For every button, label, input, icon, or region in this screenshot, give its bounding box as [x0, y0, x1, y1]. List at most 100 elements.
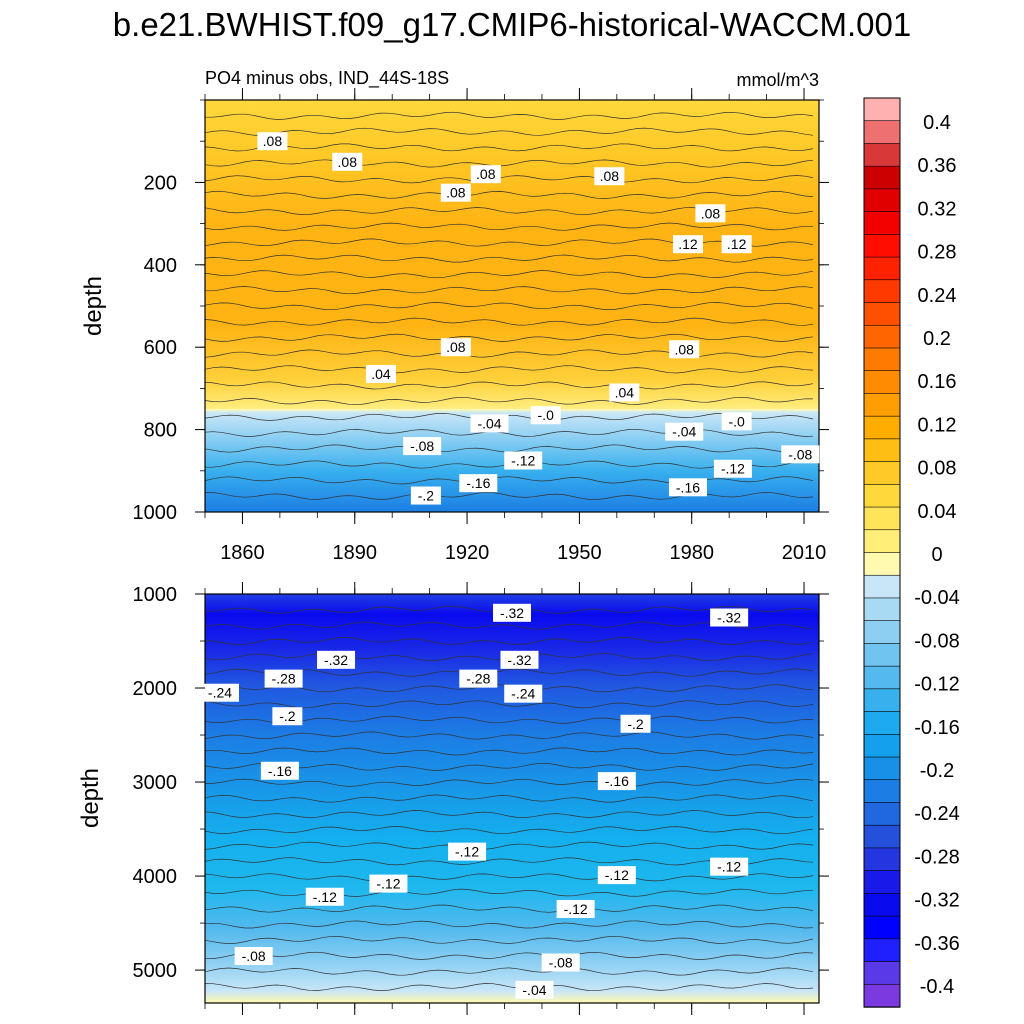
contour-line: [205, 873, 814, 882]
colorbar-box: [863, 847, 901, 872]
contour-label: -.08: [541, 953, 580, 972]
contour-line: [205, 143, 814, 152]
contour-label-bg: [459, 669, 498, 688]
contour-label-text: -.08: [410, 438, 434, 454]
colorbar-tick-label: 0.4: [923, 112, 951, 134]
colorbar-box: [863, 234, 901, 258]
bottom-y-axis: 1000 2000 3000 4000 5000: [133, 584, 829, 982]
contour-line: [205, 159, 814, 168]
colorbar-box: [863, 938, 901, 963]
top-panel-field: [205, 100, 819, 512]
contour-label: -.0: [721, 412, 752, 431]
contour-label-text: -.32: [500, 605, 524, 621]
contour-label-bg: [403, 437, 442, 456]
contour-label-bg: [493, 603, 531, 622]
contour-label-text: -.2: [279, 708, 296, 724]
contour-label-bg: [672, 235, 703, 254]
contour-label: -.16: [597, 772, 636, 791]
contour-label: -.32: [493, 603, 531, 622]
contour-label-text: .08: [446, 185, 466, 201]
colorbar-box: [863, 961, 901, 985]
colorbar-tick-label: 0.16: [918, 371, 957, 393]
contour-line: [205, 904, 814, 913]
contour-line: [205, 317, 814, 326]
colorbar-tick-label: -0.04: [914, 587, 960, 609]
y-tick-label: 2000: [133, 678, 178, 700]
contour-label: -.32: [500, 650, 539, 669]
contour-label-text: .08: [674, 341, 694, 357]
colorbar-box: [863, 711, 901, 736]
bottom-x-axis: [204, 582, 805, 1015]
contour-label: .08: [257, 132, 288, 151]
contour-label: .08: [594, 167, 625, 186]
contour-label: -.04: [515, 980, 554, 999]
contour-label-text: -.2: [418, 488, 435, 504]
colorbar-tick-label: 0.12: [918, 414, 957, 436]
contour-label-text: -.32: [324, 652, 348, 668]
colorbar-box: [863, 120, 901, 145]
colorbar-box: [863, 143, 901, 167]
contour-label-text: -.12: [721, 461, 745, 477]
colorbar-box: [863, 279, 901, 304]
contour-label-bg: [530, 406, 561, 425]
contour-label-text: -.0: [538, 407, 555, 423]
contour-label: -.32: [710, 608, 749, 627]
colorbar: 0.4 0.36 0.32 0.28 0.24 0.2 0.16 0.12 0.08 0.04 0 -…: [863, 97, 960, 1008]
bottom-panel: -.32 -.32 -.32 -.32 -.28 -.28 -.24 -.24 -.2 -.2 -.…: [77, 582, 829, 1015]
contour-line: [205, 951, 814, 960]
contour-label-text: -.24: [208, 685, 232, 701]
colorbar-box: [863, 574, 901, 599]
contour-label-bg: [365, 364, 396, 383]
contour-label-bg: [710, 857, 749, 876]
top-x-axis: 1860 1890 1920 1950 1980 2010: [204, 88, 826, 564]
contour-label: -.12: [369, 874, 408, 893]
contour-label: .04: [609, 383, 640, 402]
contour-label-bg: [713, 459, 752, 478]
colorbar-box: [863, 915, 901, 940]
contour-label: -.24: [504, 684, 543, 703]
contour-label: -.04: [470, 414, 509, 433]
contour-label-text: -.32: [717, 610, 741, 626]
top-y-axis-title: depth: [80, 276, 107, 336]
contour-label-bg: [515, 980, 554, 999]
colorbar-box: [863, 461, 901, 486]
contour-label-bg: [448, 842, 487, 861]
contour-line: [205, 826, 814, 835]
top-panel-contours: [205, 111, 814, 500]
top-y-axis: 200 400 600 800 1000: [133, 99, 829, 524]
chart-subtitle: PO4 minus obs, IND_44S-18S: [205, 68, 449, 89]
contour-label: -.12: [597, 866, 636, 885]
contour-label: -.2: [410, 486, 441, 505]
contour-label-bg: [665, 422, 704, 441]
contour-label-bg: [556, 899, 595, 918]
contour-label: .08: [332, 152, 363, 171]
colorbar-tick-label: -0.08: [914, 630, 960, 652]
contour-label-text: -.08: [242, 948, 266, 964]
contour-label-text: -.04: [477, 415, 501, 431]
contour-label-text: -.24: [511, 686, 535, 702]
colorbar-box: [863, 529, 901, 554]
contour-label-bg: [260, 761, 299, 780]
contour-label-bg: [504, 684, 543, 703]
contour-label-text: .08: [701, 205, 721, 221]
contour-label: -.12: [448, 842, 487, 861]
colorbar-tick-label: 0.04: [918, 501, 957, 523]
colorbar-box: [863, 870, 901, 895]
contour-label: -.32: [317, 650, 356, 669]
y-tick-label: 1000: [133, 584, 178, 606]
x-tick-label: 1920: [445, 542, 490, 564]
contour-label-text: -.12: [564, 901, 588, 917]
contour-line: [205, 333, 814, 342]
contour-label-text: .08: [263, 133, 283, 149]
colorbar-box: [863, 733, 901, 758]
contour-label-bg: [317, 650, 356, 669]
contour-label-bg: [200, 683, 239, 702]
y-tick-label: 5000: [133, 960, 178, 982]
contour-label-bg: [332, 152, 363, 171]
contour-label-text: -.12: [511, 453, 535, 469]
bottom-panel-contours: [205, 605, 814, 992]
colorbar-tick-label: -0.4: [920, 976, 954, 998]
contour-label: -.08: [781, 445, 820, 464]
contour-label-text: -.12: [717, 859, 741, 875]
